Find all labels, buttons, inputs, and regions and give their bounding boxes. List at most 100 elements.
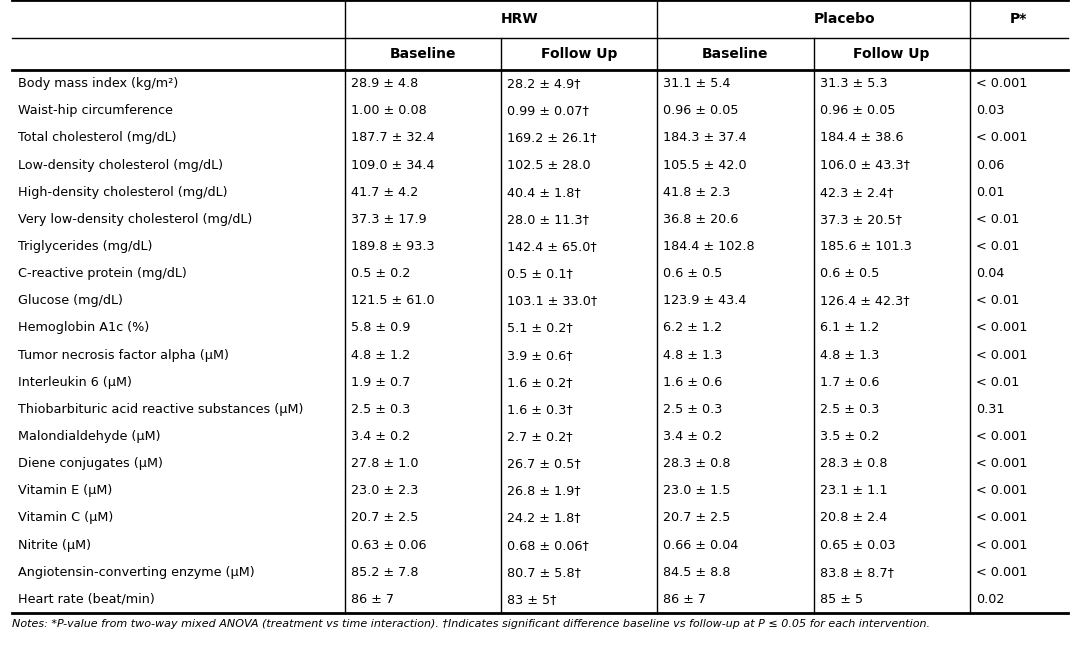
Text: 142.4 ± 65.0†: 142.4 ± 65.0† [507, 240, 596, 253]
Text: Hemoglobin A1c (%): Hemoglobin A1c (%) [18, 321, 149, 334]
Text: 3.4 ± 0.2: 3.4 ± 0.2 [351, 430, 410, 443]
Text: < 0.001: < 0.001 [976, 131, 1027, 144]
Text: 83 ± 5†: 83 ± 5† [507, 593, 556, 606]
Text: 6.1 ± 1.2: 6.1 ± 1.2 [820, 321, 879, 334]
Text: 41.7 ± 4.2: 41.7 ± 4.2 [351, 186, 418, 199]
Text: 86 ± 7: 86 ± 7 [663, 593, 706, 606]
Text: 26.7 ± 0.5†: 26.7 ± 0.5† [507, 457, 581, 470]
Text: 41.8 ± 2.3: 41.8 ± 2.3 [663, 186, 730, 199]
Text: 0.31: 0.31 [976, 403, 1004, 416]
Text: 4.8 ± 1.3: 4.8 ± 1.3 [663, 349, 723, 361]
Text: < 0.01: < 0.01 [976, 376, 1020, 389]
Text: < 0.01: < 0.01 [976, 213, 1020, 226]
Text: 184.3 ± 37.4: 184.3 ± 37.4 [663, 131, 747, 144]
Text: 23.1 ± 1.1: 23.1 ± 1.1 [820, 484, 887, 497]
Text: < 0.001: < 0.001 [976, 484, 1027, 497]
Text: 0.68 ± 0.06†: 0.68 ± 0.06† [507, 539, 589, 552]
Text: < 0.001: < 0.001 [976, 77, 1027, 90]
Text: 0.03: 0.03 [976, 104, 1004, 117]
Text: 40.4 ± 1.8†: 40.4 ± 1.8† [507, 186, 581, 199]
Text: < 0.001: < 0.001 [976, 457, 1027, 470]
Text: 28.0 ± 11.3†: 28.0 ± 11.3† [507, 213, 589, 226]
Text: 37.3 ± 17.9: 37.3 ± 17.9 [351, 213, 427, 226]
Text: 26.8 ± 1.9†: 26.8 ± 1.9† [507, 484, 581, 497]
Text: Baseline: Baseline [390, 47, 456, 61]
Text: 28.9 ± 4.8: 28.9 ± 4.8 [351, 77, 418, 90]
Text: 80.7 ± 5.8†: 80.7 ± 5.8† [507, 566, 581, 579]
Text: 169.2 ± 26.1†: 169.2 ± 26.1† [507, 131, 596, 144]
Text: 42.3 ± 2.4†: 42.3 ± 2.4† [820, 186, 893, 199]
Text: 184.4 ± 38.6: 184.4 ± 38.6 [820, 131, 903, 144]
Text: < 0.001: < 0.001 [976, 566, 1027, 579]
Text: 106.0 ± 43.3†: 106.0 ± 43.3† [820, 158, 909, 171]
Text: 3.5 ± 0.2: 3.5 ± 0.2 [820, 430, 879, 443]
Text: Tumor necrosis factor alpha (μM): Tumor necrosis factor alpha (μM) [18, 349, 229, 361]
Text: 28.2 ± 4.9†: 28.2 ± 4.9† [507, 77, 580, 90]
Text: 36.8 ± 20.6: 36.8 ± 20.6 [663, 213, 739, 226]
Text: Triglycerides (mg/dL): Triglycerides (mg/dL) [18, 240, 152, 253]
Text: 0.02: 0.02 [976, 593, 1004, 606]
Text: Follow Up: Follow Up [853, 47, 930, 61]
Text: Diene conjugates (μM): Diene conjugates (μM) [18, 457, 163, 470]
Text: 126.4 ± 42.3†: 126.4 ± 42.3† [820, 294, 909, 307]
Text: Notes: *P-value from two-way mixed ANOVA (treatment vs time interaction). †Indic: Notes: *P-value from two-way mixed ANOVA… [12, 619, 930, 629]
Text: Vitamin C (μM): Vitamin C (μM) [18, 511, 113, 524]
Text: Very low-density cholesterol (mg/dL): Very low-density cholesterol (mg/dL) [18, 213, 253, 226]
Text: HRW: HRW [501, 12, 539, 26]
Text: 23.0 ± 2.3: 23.0 ± 2.3 [351, 484, 418, 497]
Text: < 0.001: < 0.001 [976, 539, 1027, 552]
Text: Total cholesterol (mg/dL): Total cholesterol (mg/dL) [18, 131, 176, 144]
Text: 4.8 ± 1.2: 4.8 ± 1.2 [351, 349, 410, 361]
Text: < 0.01: < 0.01 [976, 240, 1020, 253]
Text: 185.6 ± 101.3: 185.6 ± 101.3 [820, 240, 912, 253]
Text: 2.7 ± 0.2†: 2.7 ± 0.2† [507, 430, 572, 443]
Text: 28.3 ± 0.8: 28.3 ± 0.8 [820, 457, 887, 470]
Text: 123.9 ± 43.4: 123.9 ± 43.4 [663, 294, 746, 307]
Text: 1.9 ± 0.7: 1.9 ± 0.7 [351, 376, 410, 389]
Text: 103.1 ± 33.0†: 103.1 ± 33.0† [507, 294, 597, 307]
Text: Follow Up: Follow Up [541, 47, 618, 61]
Text: 189.8 ± 93.3: 189.8 ± 93.3 [351, 240, 434, 253]
Text: Vitamin E (μM): Vitamin E (μM) [18, 484, 112, 497]
Text: 28.3 ± 0.8: 28.3 ± 0.8 [663, 457, 731, 470]
Text: 0.6 ± 0.5: 0.6 ± 0.5 [663, 267, 723, 280]
Text: < 0.001: < 0.001 [976, 430, 1027, 443]
Text: 83.8 ± 8.7†: 83.8 ± 8.7† [820, 566, 893, 579]
Text: 20.8 ± 2.4: 20.8 ± 2.4 [820, 511, 887, 524]
Text: 20.7 ± 2.5: 20.7 ± 2.5 [663, 511, 730, 524]
Text: 121.5 ± 61.0: 121.5 ± 61.0 [351, 294, 434, 307]
Text: < 0.001: < 0.001 [976, 349, 1027, 361]
Text: Malondialdehyde (μM): Malondialdehyde (μM) [18, 430, 161, 443]
Text: 37.3 ± 20.5†: 37.3 ± 20.5† [820, 213, 902, 226]
Text: High-density cholesterol (mg/dL): High-density cholesterol (mg/dL) [18, 186, 228, 199]
Text: 27.8 ± 1.0: 27.8 ± 1.0 [351, 457, 418, 470]
Text: 2.5 ± 0.3: 2.5 ± 0.3 [820, 403, 879, 416]
Text: 86 ± 7: 86 ± 7 [351, 593, 393, 606]
Text: Nitrite (μM): Nitrite (μM) [18, 539, 91, 552]
Text: 184.4 ± 102.8: 184.4 ± 102.8 [663, 240, 755, 253]
Text: 0.96 ± 0.05: 0.96 ± 0.05 [820, 104, 895, 117]
Text: 0.5 ± 0.1†: 0.5 ± 0.1† [507, 267, 572, 280]
Text: < 0.001: < 0.001 [976, 511, 1027, 524]
Text: 3.9 ± 0.6†: 3.9 ± 0.6† [507, 349, 572, 361]
Text: 0.66 ± 0.04: 0.66 ± 0.04 [663, 539, 739, 552]
Text: 105.5 ± 42.0: 105.5 ± 42.0 [663, 158, 747, 171]
Text: 2.5 ± 0.3: 2.5 ± 0.3 [663, 403, 723, 416]
Text: 4.8 ± 1.3: 4.8 ± 1.3 [820, 349, 879, 361]
Text: 23.0 ± 1.5: 23.0 ± 1.5 [663, 484, 731, 497]
Text: 31.3 ± 5.3: 31.3 ± 5.3 [820, 77, 887, 90]
Text: 3.4 ± 0.2: 3.4 ± 0.2 [663, 430, 723, 443]
Text: 1.00 ± 0.08: 1.00 ± 0.08 [351, 104, 427, 117]
Text: 5.1 ± 0.2†: 5.1 ± 0.2† [507, 321, 572, 334]
Text: Baseline: Baseline [702, 47, 769, 61]
Text: 20.7 ± 2.5: 20.7 ± 2.5 [351, 511, 418, 524]
Text: 1.7 ± 0.6: 1.7 ± 0.6 [820, 376, 879, 389]
Text: Heart rate (beat/min): Heart rate (beat/min) [18, 593, 154, 606]
Text: Placebo: Placebo [813, 12, 875, 26]
Text: 84.5 ± 8.8: 84.5 ± 8.8 [663, 566, 731, 579]
Text: < 0.01: < 0.01 [976, 294, 1020, 307]
Text: 1.6 ± 0.2†: 1.6 ± 0.2† [507, 376, 572, 389]
Text: P*: P* [1010, 12, 1027, 26]
Text: C-reactive protein (mg/dL): C-reactive protein (mg/dL) [18, 267, 187, 280]
Text: Waist-hip circumference: Waist-hip circumference [18, 104, 173, 117]
